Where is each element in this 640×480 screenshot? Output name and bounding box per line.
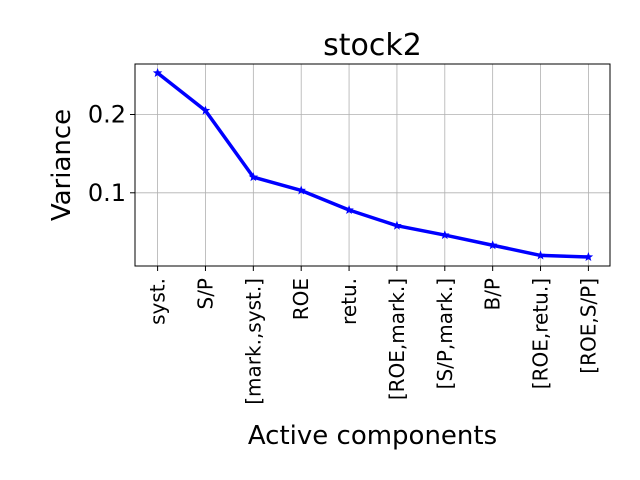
y-axis-label: Variance: [47, 109, 77, 221]
y-tick-label: 0.1: [88, 179, 126, 207]
x-tick-label: [ROE,S/P]: [576, 278, 600, 374]
x-axis-label: Active components: [248, 421, 497, 451]
y-axis-ticks: 0.1 0.2: [88, 101, 135, 207]
grid-lines: [135, 64, 610, 266]
data-point-star: [248, 172, 259, 182]
chart-title: stock2: [323, 28, 422, 63]
data-point-star: [392, 220, 402, 230]
x-tick-label: [mark.,syst.]: [241, 278, 265, 405]
series-markers: [152, 68, 594, 262]
data-point-star: [583, 252, 594, 262]
data-point-star: [440, 230, 450, 240]
x-tick-label: ROE: [289, 278, 313, 320]
data-point-star: [487, 240, 498, 250]
plot-area: [134, 63, 611, 267]
series-line: [156, 71, 589, 259]
y-tick-label: 0.2: [88, 101, 126, 129]
data-point-star: [152, 68, 163, 78]
x-tick-label: [S/P,mark.]: [433, 278, 457, 389]
data-point-star: [200, 105, 211, 115]
x-tick-label: retu.: [337, 278, 361, 325]
x-tick-label: B/P: [481, 278, 505, 311]
data-point-star: [296, 185, 306, 195]
x-tick-label: [ROE,retu.]: [529, 278, 553, 389]
x-tick-label: syst.: [146, 278, 170, 325]
data-point-star: [535, 250, 546, 260]
x-tick-label: [ROE,mark.]: [385, 278, 409, 400]
data-point-star: [344, 205, 354, 215]
x-axis-ticks: syst. S/P [mark.,syst.] ROE retu. [ROE,mark.]…: [146, 266, 600, 405]
x-tick-label: S/P: [193, 278, 217, 310]
